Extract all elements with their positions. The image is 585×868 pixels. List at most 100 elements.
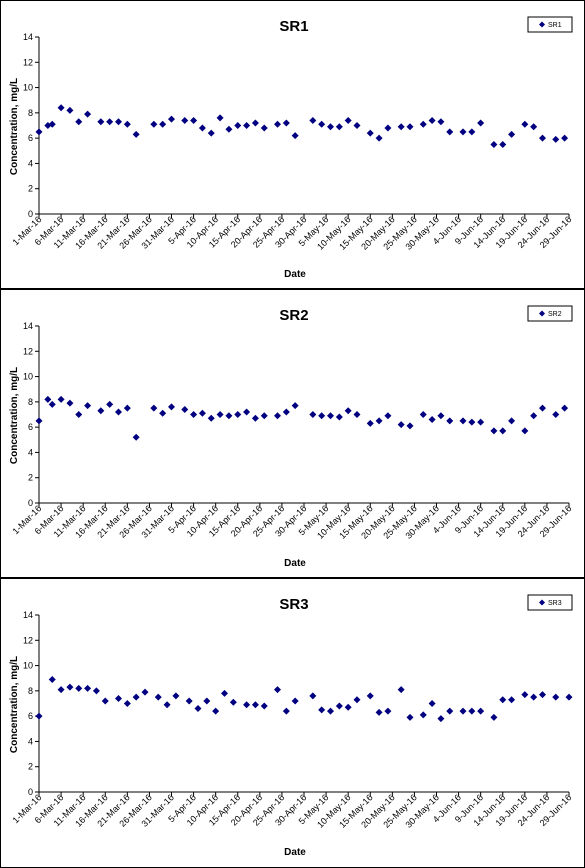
- data-point: [251, 414, 259, 422]
- data-point: [477, 707, 485, 715]
- data-point: [521, 691, 529, 699]
- data-point: [419, 711, 427, 719]
- legend-marker: [539, 599, 545, 606]
- data-point: [115, 118, 122, 126]
- data-point: [335, 413, 343, 421]
- data-point: [375, 134, 383, 142]
- data-point: [194, 705, 202, 713]
- data-point: [181, 116, 189, 124]
- data-point: [163, 701, 171, 709]
- y-tick-label: 4: [28, 736, 33, 746]
- legend-label: SR2: [548, 311, 562, 318]
- data-point: [508, 130, 516, 138]
- data-point: [48, 675, 56, 683]
- y-tick-label: 12: [23, 346, 33, 356]
- chart-panel-sr2: SR2 0 2 4 6 8 10 12 14 1-Mar-16 6-Mar-16 11-Mar-16 1…: [0, 289, 585, 578]
- data-point: [561, 134, 569, 142]
- x-axis-title: Date: [284, 558, 306, 569]
- data-point: [115, 694, 122, 702]
- data-point: [141, 688, 149, 696]
- data-point: [521, 427, 529, 435]
- legend-marker: [539, 310, 545, 317]
- data-point: [150, 120, 158, 128]
- data-point: [428, 416, 436, 424]
- data-point: [499, 427, 507, 435]
- data-point: [291, 132, 299, 140]
- data-point: [132, 130, 140, 138]
- data-point: [477, 418, 485, 426]
- data-point: [75, 411, 83, 418]
- data-point: [66, 399, 74, 407]
- data-point: [539, 134, 546, 142]
- y-tick-label: 14: [23, 32, 33, 42]
- y-tick-label: 10: [23, 372, 33, 382]
- data-point: [57, 395, 65, 403]
- y-tick-label: 2: [28, 473, 33, 483]
- data-point: [150, 404, 158, 412]
- data-point: [260, 124, 268, 132]
- data-point: [521, 120, 529, 128]
- data-point: [468, 707, 476, 715]
- data-point: [437, 118, 445, 126]
- y-tick-label: 10: [23, 83, 33, 93]
- data-point: [318, 706, 326, 714]
- data-point: [309, 411, 317, 418]
- data-point: [561, 404, 569, 412]
- data-point: [490, 713, 498, 721]
- data-point: [552, 411, 560, 418]
- y-tick-label: 12: [23, 635, 33, 645]
- data-point: [446, 128, 454, 136]
- data-point: [397, 123, 405, 131]
- data-point: [490, 140, 498, 148]
- data-point: [260, 412, 268, 420]
- data-point: [212, 707, 220, 715]
- y-tick-label: 2: [28, 184, 33, 194]
- data-point: [530, 693, 538, 701]
- chart-title: SR3: [279, 596, 308, 613]
- data-point: [477, 119, 485, 127]
- data-point: [327, 123, 334, 131]
- data-point: [216, 114, 224, 122]
- y-tick-label: 4: [28, 447, 33, 457]
- y-tick-label: 8: [28, 397, 33, 407]
- data-point: [384, 707, 392, 715]
- data-point: [75, 684, 83, 692]
- data-point: [251, 701, 259, 709]
- data-point: [309, 692, 317, 700]
- data-point: [366, 692, 374, 700]
- data-point: [397, 686, 405, 694]
- y-axis-title: Concentration, mg/L: [9, 78, 20, 175]
- data-point: [190, 411, 198, 418]
- data-point: [84, 110, 92, 118]
- data-point: [353, 696, 361, 704]
- data-point: [84, 684, 92, 692]
- data-point: [75, 118, 83, 126]
- y-tick-label: 0: [28, 498, 33, 508]
- data-point: [97, 407, 105, 415]
- data-point: [366, 129, 374, 137]
- data-point: [384, 124, 392, 132]
- y-tick-label: 4: [28, 158, 33, 168]
- data-point: [406, 713, 414, 721]
- data-point: [66, 683, 74, 691]
- data-point: [198, 124, 206, 132]
- data-point: [48, 400, 56, 408]
- data-point: [552, 693, 560, 701]
- data-point: [225, 125, 233, 133]
- data-point: [490, 427, 498, 435]
- data-point: [539, 691, 546, 699]
- data-point: [172, 692, 180, 700]
- chart-sr1: SR1024681012141-Mar-166-Mar-1611-Mar-161…: [9, 16, 573, 280]
- data-point: [291, 697, 299, 705]
- data-point: [565, 693, 573, 701]
- legend-marker: [539, 21, 545, 28]
- data-point: [234, 411, 242, 418]
- chart-sr2: SR2024681012141-Mar-166-Mar-1611-Mar-161…: [9, 305, 573, 569]
- data-point: [468, 128, 476, 136]
- data-point: [44, 395, 52, 403]
- data-point: [459, 417, 467, 425]
- data-point: [353, 122, 361, 129]
- data-point: [198, 409, 206, 417]
- data-point: [353, 411, 361, 418]
- data-point: [437, 412, 445, 420]
